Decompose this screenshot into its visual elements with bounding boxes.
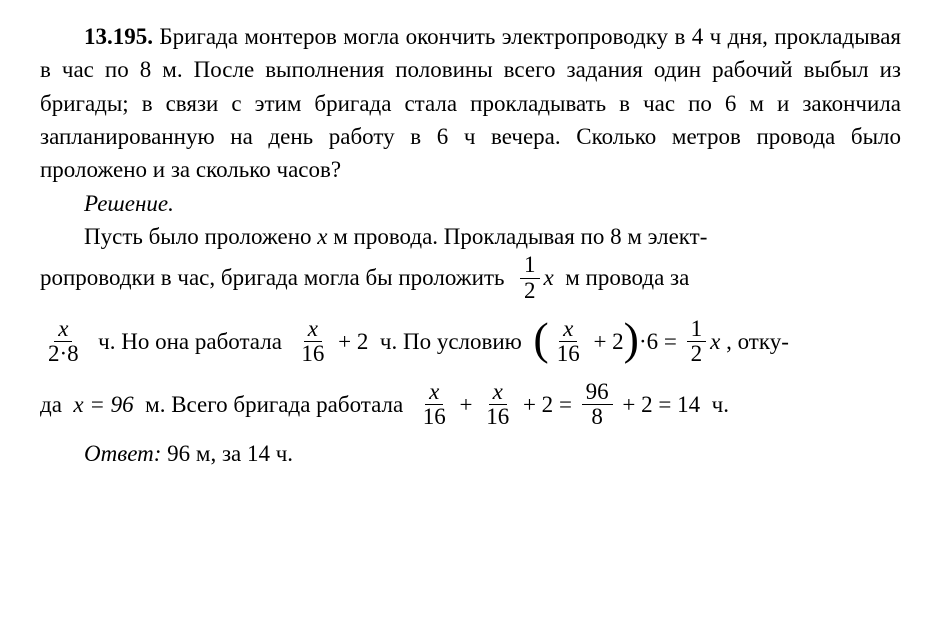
denominator: 2: [520, 279, 540, 303]
denominator: 2: [687, 342, 707, 366]
variable-x: x: [317, 224, 327, 249]
equals: =: [553, 388, 577, 421]
paren-group: ( x 16 + 2 ): [533, 317, 639, 366]
answer-line: Ответ: 96 м, за 14 ч.: [40, 437, 901, 470]
text: м провода за: [554, 261, 690, 294]
solution-line-1: Пусть было проложено x м провода. Прокла…: [40, 220, 901, 253]
problem-number: 13.195.: [84, 24, 153, 49]
numerator: 1: [520, 253, 540, 278]
fraction-x-over-16b: x 16: [297, 317, 328, 366]
fraction-half-b: 1 2: [687, 317, 707, 366]
plus-2: + 2: [588, 325, 624, 358]
right-paren-icon: ): [624, 316, 639, 362]
denominator: 16: [553, 342, 584, 366]
page: 13.195. Бригада монтеров могла окончить …: [0, 0, 941, 491]
numerator: 1: [687, 317, 707, 342]
denominator: 8: [587, 405, 607, 429]
fraction-x-over-16d: x 16: [419, 380, 450, 429]
x-equals-96: x = 96: [73, 388, 133, 421]
text: да: [40, 388, 73, 421]
left-paren-icon: (: [533, 316, 548, 362]
text: Пусть было проложено: [84, 224, 317, 249]
denominator: 16: [482, 405, 513, 429]
text: ч. По условию: [368, 325, 533, 358]
fraction-96-over-8: 96 8: [582, 380, 613, 429]
fraction-half: 1 2: [520, 253, 540, 302]
problem-statement: 13.195. Бригада монтеров могла окончить …: [40, 20, 901, 187]
numerator: x: [425, 380, 443, 405]
text: ч. Но она работала: [87, 325, 294, 358]
answer-label: Ответ:: [84, 441, 161, 466]
numerator: 96: [582, 380, 613, 405]
problem-text: Бригада монтеров могла окончить электроп…: [40, 24, 901, 182]
denominator: 2·8: [44, 342, 83, 366]
fraction-x-over-16c: x 16: [553, 317, 584, 366]
times-6-eq: ·6 =: [639, 325, 683, 358]
fraction-x-over-16e: x 16: [482, 380, 513, 429]
text: м. Всего бригада работала: [134, 388, 415, 421]
fraction-x-over-16a: x 2·8: [44, 317, 83, 366]
answer-text: 96 м, за 14 ч.: [161, 441, 293, 466]
solution-label: Решение.: [84, 191, 174, 216]
plus: +: [454, 388, 478, 421]
numerator: x: [559, 317, 577, 342]
text: ропроводки в час, бригада могла бы проло…: [40, 261, 516, 294]
numerator: x: [54, 317, 72, 342]
solution-line-2: ропроводки в час, бригада могла бы проло…: [40, 253, 901, 302]
denominator: 16: [419, 405, 450, 429]
plus-2-eq-14: + 2 = 14: [617, 388, 700, 421]
plus-2: + 2: [332, 325, 368, 358]
numerator: x: [489, 380, 507, 405]
solution-line-4: да x = 96 м. Всего бригада работала x 16…: [40, 380, 901, 429]
denominator: 16: [297, 342, 328, 366]
numerator: x: [304, 317, 322, 342]
text: ч.: [700, 388, 729, 421]
plus-2: + 2: [517, 388, 553, 421]
text: , отку-: [720, 325, 789, 358]
variable-x: x: [544, 261, 554, 294]
text: м провода. Прокладывая по 8 м элект-: [327, 224, 707, 249]
solution-heading: Решение.: [40, 187, 901, 220]
variable-x: x: [710, 325, 720, 358]
solution-line-3: x 2·8 ч. Но она работала x 16 + 2 ч. По …: [40, 317, 901, 366]
